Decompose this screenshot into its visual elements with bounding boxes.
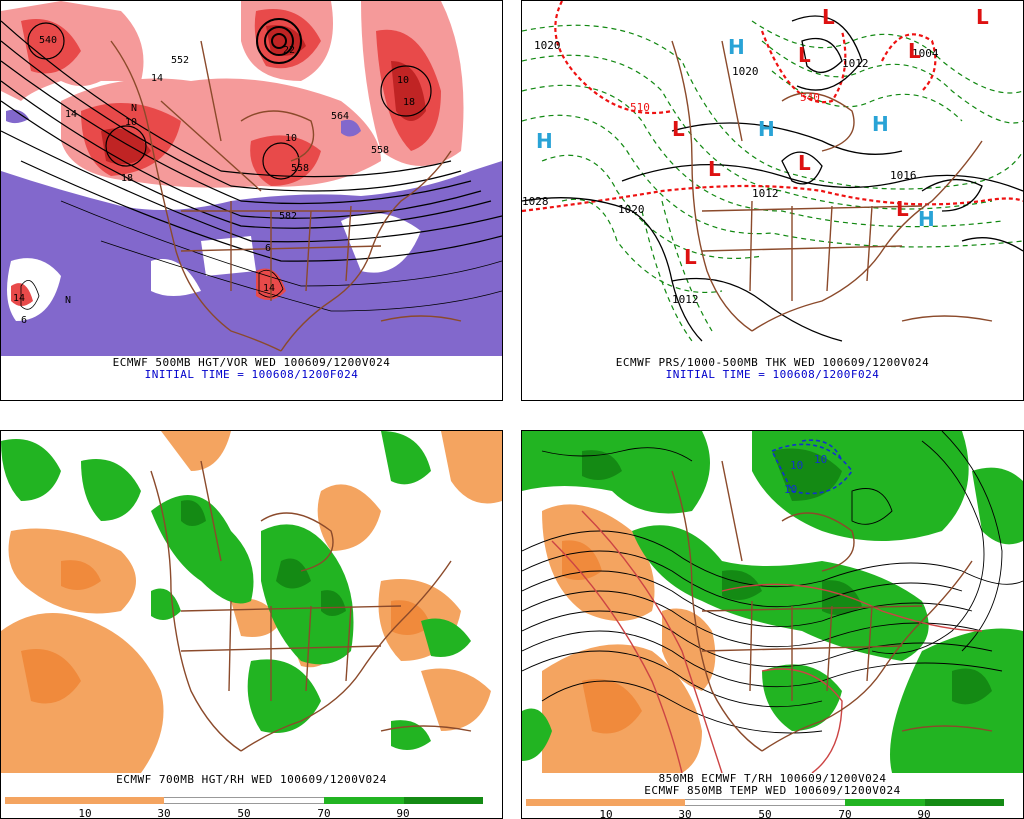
svg-text:10: 10 <box>285 133 297 144</box>
svg-text:6: 6 <box>265 243 271 254</box>
svg-text:14: 14 <box>151 73 163 84</box>
low-pressure-center: L <box>684 245 697 269</box>
panel-700mb-rh: ECMWF 700MB HGT/RH WED 100609/1200V024 1… <box>0 430 503 819</box>
colorbar-tick: 50 <box>758 808 772 819</box>
low-pressure-center: L <box>708 157 721 181</box>
vorticity-caption-title: ECMWF 500MB HGT/VOR WED 100609/1200V024 <box>112 356 391 369</box>
rh700-map <box>1 431 502 773</box>
svg-text:1020: 1020 <box>534 39 561 52</box>
rh700-caption-title: ECMWF 700MB HGT/RH WED 100609/1200V024 <box>116 773 387 786</box>
pressure-caption-initial-time: INITIAL TIME = 100608/1200F024 <box>665 368 880 381</box>
high-pressure-center: H <box>872 112 889 136</box>
svg-text:10: 10 <box>814 453 827 466</box>
colorbar-tick: 70 <box>838 808 852 819</box>
svg-text:1012: 1012 <box>842 57 869 70</box>
high-pressure-center: H <box>758 117 775 141</box>
svg-text:N: N <box>131 103 137 114</box>
pressure-caption-title: ECMWF PRS/1000-500MB THK WED 100609/1200… <box>615 356 930 369</box>
svg-text:1016: 1016 <box>890 169 917 182</box>
panel-850mb-temp-rh: 10 10 10 850MB ECMWF T/RH 100609/1200V02… <box>521 430 1024 819</box>
low-pressure-center: L <box>976 5 989 29</box>
temp850-colorbar <box>526 799 1004 806</box>
svg-text:582: 582 <box>279 211 297 222</box>
svg-text:558: 558 <box>371 145 389 156</box>
vorticity-map: 540 552 558 558 564 582 6 6 10 10 10 14 … <box>1 1 502 356</box>
low-pressure-center: L <box>798 151 811 175</box>
svg-text:1020: 1020 <box>732 65 759 78</box>
svg-text:N: N <box>65 295 71 306</box>
colorbar-tick: 50 <box>237 807 251 819</box>
vorticity-caption-initial-time: INITIAL TIME = 100608/1200F024 <box>144 368 359 381</box>
colorbar-tick: 90 <box>396 807 410 819</box>
svg-text:540: 540 <box>39 35 57 46</box>
svg-text:14: 14 <box>65 109 77 120</box>
svg-text:10: 10 <box>397 75 409 86</box>
high-pressure-center: H <box>728 35 745 59</box>
temp850-map: 10 10 10 <box>522 431 1023 773</box>
colorbar-tick: 70 <box>317 807 331 819</box>
high-pressure-center: H <box>536 129 553 153</box>
colorbar-tick: 10 <box>599 808 613 819</box>
svg-text:14: 14 <box>13 293 25 304</box>
low-pressure-center: L <box>798 43 811 67</box>
panel-pressure-thickness: 1020 1020 1020 1028 1012 1012 1016 1004 … <box>521 0 1024 401</box>
high-pressure-center: H <box>918 207 935 231</box>
temp850-caption-title: 850MB ECMWF T/RH 100609/1200V024 <box>658 772 887 785</box>
pressure-thickness-map: 1020 1020 1020 1028 1012 1012 1016 1004 … <box>522 1 1023 356</box>
panel-500mb-vorticity: 540 552 558 558 564 582 6 6 10 10 10 14 … <box>0 0 503 401</box>
low-pressure-center: L <box>896 197 909 221</box>
svg-text:1012: 1012 <box>672 293 699 306</box>
colorbar-tick: 30 <box>157 807 171 819</box>
svg-text:18: 18 <box>403 97 415 108</box>
svg-text:1012: 1012 <box>752 187 779 200</box>
colorbar-tick: 90 <box>917 808 931 819</box>
svg-text:558: 558 <box>291 163 309 174</box>
svg-text:14: 14 <box>263 283 275 294</box>
colorbar-tick: 30 <box>678 808 692 819</box>
svg-text:510: 510 <box>630 101 650 114</box>
svg-text:10: 10 <box>125 117 137 128</box>
svg-text:1020: 1020 <box>618 203 645 216</box>
rh700-colorbar <box>5 797 483 804</box>
svg-text:10: 10 <box>784 483 797 496</box>
svg-text:564: 564 <box>331 111 349 122</box>
svg-text:22: 22 <box>283 45 295 56</box>
svg-text:1004: 1004 <box>912 47 939 60</box>
low-pressure-center: L <box>908 39 921 63</box>
temp850-caption-subtitle: ECMWF 850MB TEMP WED 100609/1200V024 <box>644 784 901 797</box>
svg-text:540: 540 <box>800 91 820 104</box>
colorbar-tick: 10 <box>78 807 92 819</box>
svg-text:10: 10 <box>790 459 803 472</box>
svg-text:6: 6 <box>21 315 27 326</box>
svg-text:18: 18 <box>121 173 133 184</box>
moist-area <box>151 495 254 604</box>
low-pressure-center: L <box>672 117 685 141</box>
low-pressure-center: L <box>822 5 835 29</box>
svg-text:1028: 1028 <box>522 195 549 208</box>
svg-text:552: 552 <box>171 55 189 66</box>
